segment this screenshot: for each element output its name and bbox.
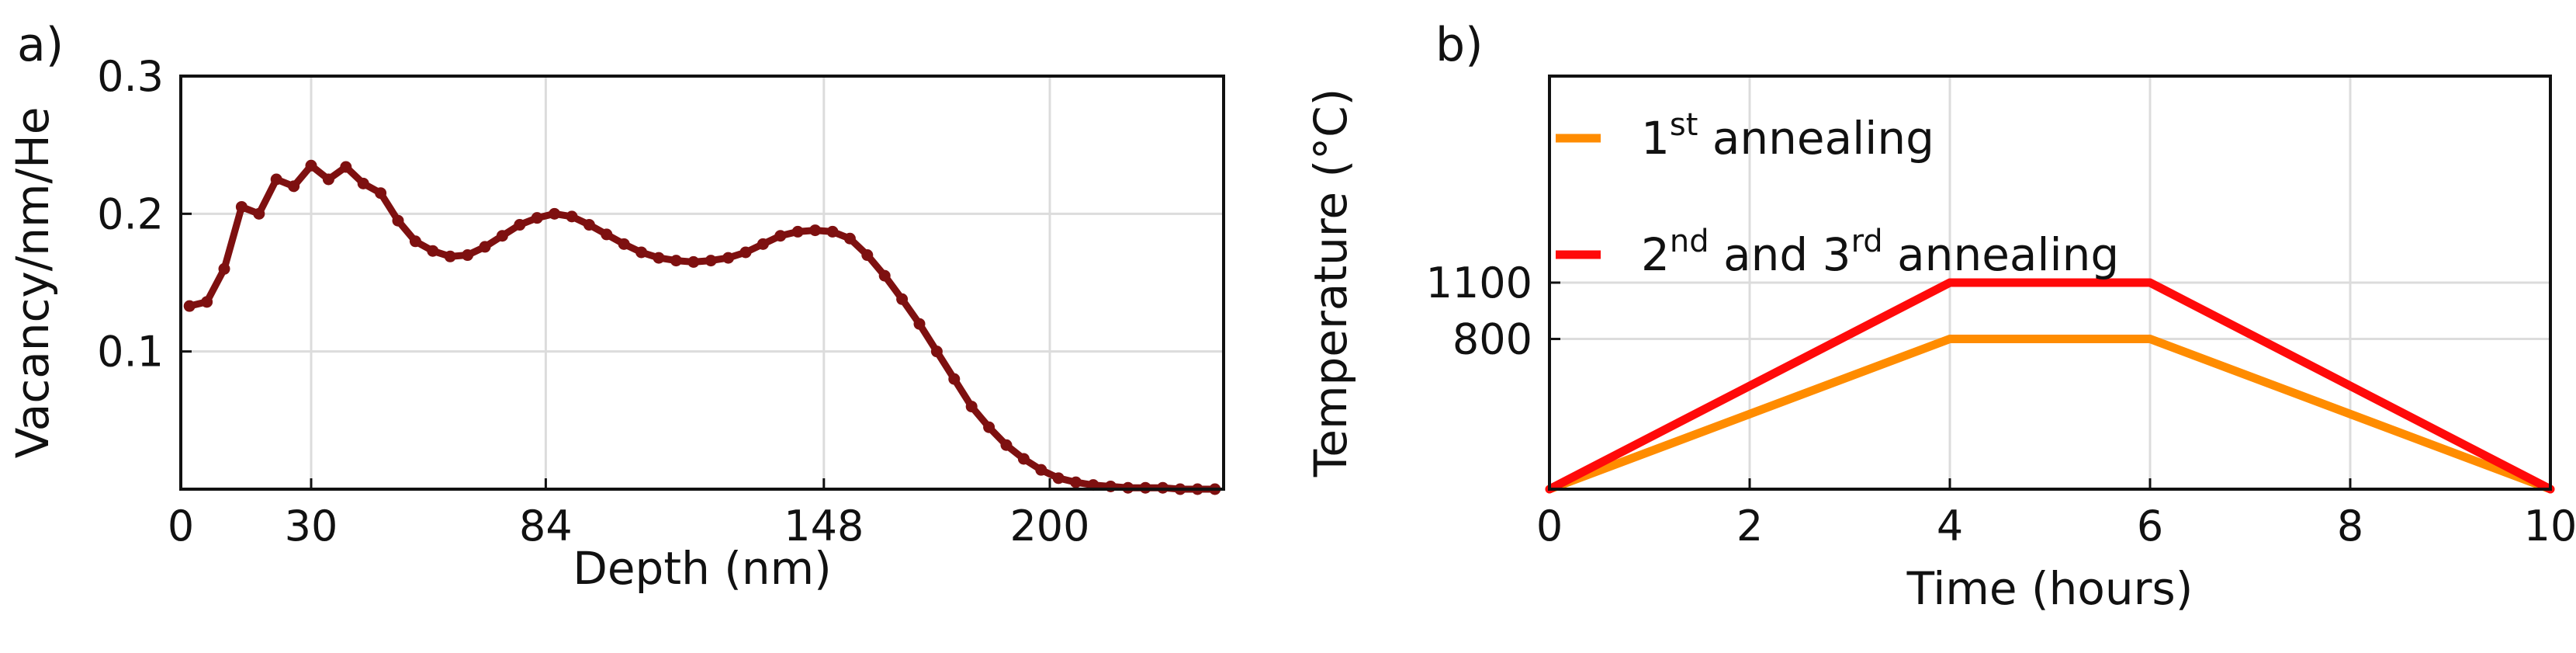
data-point [1017,453,1030,465]
x-tick-label: 8 [2337,502,2363,551]
data-point [514,219,526,231]
data-point [235,200,248,213]
data-point [809,224,822,237]
x-tick-label: 4 [1937,502,1963,551]
data-point [201,296,213,308]
data-point [826,225,839,238]
data-point [1035,464,1047,476]
data-point [340,161,352,173]
data-point [653,252,665,264]
data-point [462,249,474,262]
data-point [739,246,752,259]
data-point [757,238,769,250]
data-point [549,207,561,220]
data-point [270,173,282,186]
legend-superscript: st [1670,107,1698,143]
data-point [322,173,334,186]
chart-panel-b: 0 2 4 6 8 10 800 1100 Time (hours) Temperature (°… [1304,18,2576,615]
data-point [218,262,230,275]
legend-text-part: and 3 [1709,228,1851,281]
data-point [913,318,926,330]
x-axis-title: Depth (nm) [573,542,832,595]
x-tick-label: 0 [1536,502,1563,551]
series-line-0 [1545,335,2555,494]
legend-label: 2nd and 3rd annealing [1641,224,2119,281]
x-axis-title: Time (hours) [1906,562,2193,615]
data-point [1070,476,1082,488]
x-tick-label: 84 [519,502,573,551]
data-point [1052,472,1065,485]
x-tick-label: 6 [2137,502,2163,551]
legend-superscript: rd [1851,224,1883,259]
data-point [861,249,874,262]
data-point [288,180,300,193]
data-point [566,210,578,223]
y-tick-label: 0.2 [97,189,164,238]
data-point [253,207,265,220]
legend-text-part: 2 [1641,228,1670,281]
data-point [896,293,909,305]
data-point [948,373,961,385]
data-point [357,177,369,189]
x-tick-label: 2 [1736,502,1763,551]
legend-text-part: 1 [1641,112,1670,165]
data-point [774,230,787,242]
data-point [183,300,196,312]
data-point [635,246,648,259]
y-axis-title: Temperature (°C) [1304,89,1357,478]
legend-superscript: nd [1670,224,1709,259]
data-point [305,159,317,172]
data-point [409,235,421,248]
x-tick-label: 10 [2524,502,2576,551]
x-tick-label: 200 [1009,502,1089,551]
series-line-1 [1545,278,2555,494]
data-point [531,212,543,224]
x-tick-label: 30 [285,502,338,551]
data-point [843,232,856,245]
data-point [392,214,404,227]
data-point [965,401,978,413]
data-point [427,245,439,257]
legend-text-part: annealing [1698,112,1934,165]
y-tick-label: 0.3 [97,52,164,101]
data-point [722,252,735,264]
panel-label: a) [17,18,64,72]
data-point [496,230,508,242]
data-point [375,187,387,200]
data-point [479,241,491,253]
y-axis-title: Vacancy/nm/He [6,107,59,459]
data-point [983,421,995,433]
data-point [583,219,595,231]
data-point [601,228,613,241]
x-tick-label: 148 [784,502,864,551]
data-point [705,255,717,267]
panel-label: b) [1435,18,1484,72]
legend-label: 1st annealing [1641,107,1934,165]
y-tick-label: 1100 [1426,259,1532,307]
data-point [878,269,891,282]
chart-panel-a: 0 30 84 148 200 0.1 0.2 0.3 Depth (nm) Vacancy/nm… [6,18,1225,595]
legend-text-part: annealing [1883,228,2120,281]
axes-frame [179,75,1225,491]
data-point [444,250,456,262]
data-point [791,225,804,238]
data-point [618,238,630,250]
data-point [687,255,700,268]
data-point [670,255,682,267]
x-tick-label: 0 [168,502,194,551]
data-point [1000,439,1013,451]
y-tick-label: 800 [1452,315,1532,364]
data-point [930,346,943,358]
y-tick-label: 0.1 [97,328,164,377]
